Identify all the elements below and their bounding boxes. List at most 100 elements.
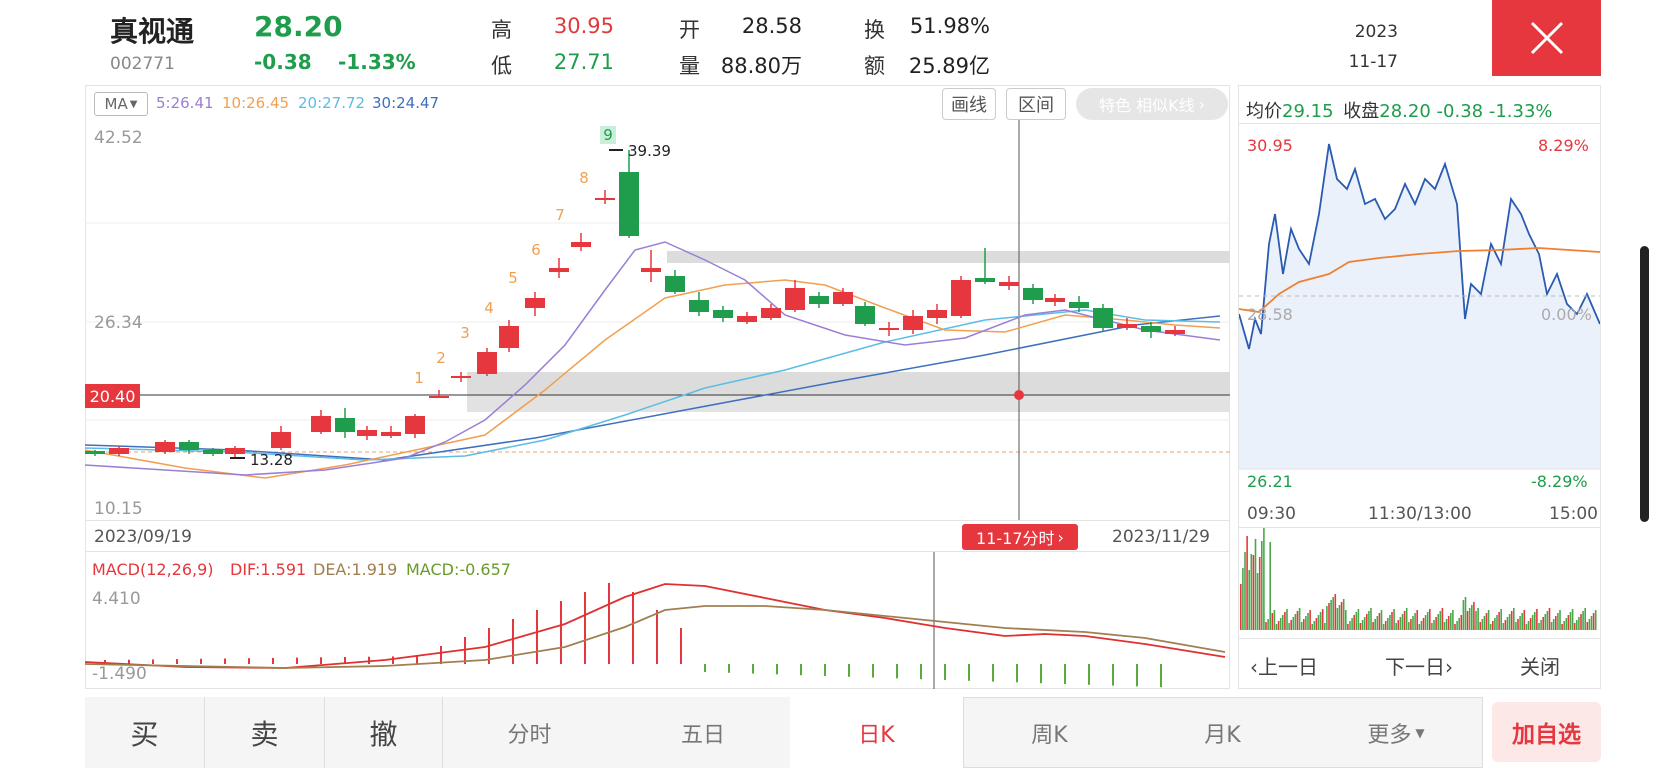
volume-bar bbox=[1443, 622, 1446, 630]
max-marker-text: 39.39 bbox=[628, 142, 671, 160]
five-day-tab[interactable]: 五日 bbox=[616, 697, 790, 768]
volume-bar bbox=[1496, 615, 1498, 630]
candle-body bbox=[155, 442, 175, 452]
candle-body bbox=[785, 288, 805, 310]
volume-bar bbox=[1414, 613, 1416, 630]
similar-kline-label: 特色 相似K线 bbox=[1099, 96, 1195, 115]
volume-bar bbox=[1548, 608, 1551, 630]
volume-bar bbox=[1466, 611, 1469, 630]
close-panel-button[interactable]: 关闭 bbox=[1520, 655, 1560, 679]
intraday-base-pct: 0.00% bbox=[1541, 305, 1592, 324]
low-value: 27.71 bbox=[553, 50, 614, 74]
volume-bar bbox=[1450, 613, 1452, 630]
candle-body bbox=[85, 451, 105, 454]
volume-bar bbox=[1319, 612, 1322, 630]
volume-bar bbox=[1571, 609, 1574, 630]
dif-line bbox=[85, 583, 1226, 669]
volume-bar bbox=[1494, 618, 1496, 630]
high-value: 30.95 bbox=[553, 14, 614, 38]
sell-tab[interactable]: 卖 bbox=[205, 697, 325, 768]
volume-bar bbox=[1506, 617, 1509, 630]
candle-body bbox=[109, 448, 129, 454]
candle-body bbox=[525, 298, 545, 308]
volume-bar bbox=[1485, 613, 1488, 630]
stock-change: -0.38 bbox=[254, 50, 312, 74]
open-value: 28.58 bbox=[741, 14, 802, 38]
range-button[interactable]: 区间 bbox=[1006, 88, 1066, 120]
volume-bar bbox=[1242, 568, 1244, 630]
volume-bar bbox=[1460, 615, 1463, 630]
volume-bar bbox=[1502, 623, 1505, 630]
volume-bar bbox=[1298, 608, 1301, 630]
volume-bar bbox=[1462, 600, 1465, 630]
week-k-tab[interactable]: 周K bbox=[1031, 722, 1068, 748]
volume-bar bbox=[1555, 616, 1557, 630]
volume-bar bbox=[1540, 620, 1542, 630]
td-count: 8 bbox=[579, 169, 589, 187]
volume-bar bbox=[1334, 594, 1337, 630]
dea-line bbox=[85, 605, 1226, 669]
volume-bar bbox=[1475, 611, 1477, 630]
time-close: 15:00 bbox=[1549, 504, 1598, 524]
scrollbar[interactable] bbox=[1640, 246, 1649, 522]
volume-bar bbox=[1420, 621, 1423, 630]
prev-day-button[interactable]: ‹上一日 bbox=[1250, 651, 1318, 680]
chevron-right-icon: › bbox=[1057, 527, 1064, 547]
volume-bar bbox=[1517, 619, 1519, 630]
volume-bar bbox=[1378, 613, 1381, 630]
cancel-tab[interactable]: 撤 bbox=[325, 697, 443, 768]
volume-bar bbox=[1483, 616, 1486, 630]
similar-kline-button[interactable]: 特色 相似K线 › bbox=[1076, 88, 1228, 120]
ma5-line bbox=[85, 241, 1221, 476]
volume-bar bbox=[1315, 618, 1318, 630]
turnover-value: 51.98% bbox=[909, 14, 990, 38]
y-axis-bottom: 10.15 bbox=[94, 499, 143, 519]
intraday-info: 均价29.15 收盘28.20 -0.38 -1.33% bbox=[1246, 97, 1553, 123]
day-k-tab[interactable]: 日K bbox=[858, 722, 895, 748]
month-k-tab[interactable]: 月K bbox=[1204, 722, 1241, 748]
intraday-chart[interactable] bbox=[1239, 124, 1600, 496]
intraday-panel[interactable] bbox=[1238, 85, 1601, 689]
volume-bar bbox=[1286, 609, 1288, 630]
volume-bar bbox=[1464, 597, 1467, 630]
timeshare-tab[interactable]: 分时 bbox=[443, 697, 616, 768]
close-button[interactable] bbox=[1492, 0, 1601, 76]
draw-line-button[interactable]: 画线 bbox=[942, 88, 996, 120]
volume-bar bbox=[1338, 605, 1341, 630]
volume-bar bbox=[1588, 619, 1591, 630]
volume-bar bbox=[1405, 608, 1408, 630]
ma30-line bbox=[85, 315, 1221, 461]
close-value: 28.20 bbox=[1379, 101, 1431, 122]
volume-bar bbox=[1353, 615, 1355, 630]
volume-bar bbox=[1479, 622, 1481, 630]
volume-bar bbox=[1578, 617, 1580, 630]
add-watchlist-button[interactable]: 加自选 bbox=[1492, 702, 1601, 762]
volume-bar bbox=[1500, 609, 1502, 630]
volume-bar bbox=[1510, 611, 1513, 630]
divider bbox=[1238, 638, 1601, 639]
next-day-label: 下一日 bbox=[1385, 655, 1445, 679]
volume-bar bbox=[1256, 573, 1259, 630]
volume-bar bbox=[1380, 610, 1383, 630]
volume-bar bbox=[1546, 611, 1549, 630]
volume-bar bbox=[1559, 610, 1561, 630]
ma-selector[interactable]: MA ▼ bbox=[94, 92, 148, 116]
buy-tab[interactable]: 买 bbox=[85, 697, 205, 768]
candle-body bbox=[619, 172, 639, 236]
period-tab-bg bbox=[963, 697, 1483, 768]
volume-bar bbox=[1246, 536, 1248, 630]
crosshair-date-tag[interactable]: 11-17分时 › bbox=[962, 524, 1078, 550]
volume-bar bbox=[1433, 620, 1435, 630]
candle-body bbox=[357, 430, 377, 436]
volume-bar bbox=[1240, 584, 1242, 630]
more-tab[interactable]: 更多 ▼ bbox=[1309, 697, 1483, 768]
candle-body bbox=[1093, 308, 1113, 328]
date-end: 2023/11/29 bbox=[1112, 527, 1210, 547]
next-day-button[interactable]: 下一日› bbox=[1385, 651, 1453, 680]
volume-bar bbox=[1269, 542, 1271, 630]
volume-bar bbox=[1248, 570, 1250, 630]
volume-bar bbox=[1525, 624, 1528, 630]
stock-change-pct: -1.33% bbox=[338, 50, 416, 74]
volume-bar bbox=[1282, 615, 1284, 630]
